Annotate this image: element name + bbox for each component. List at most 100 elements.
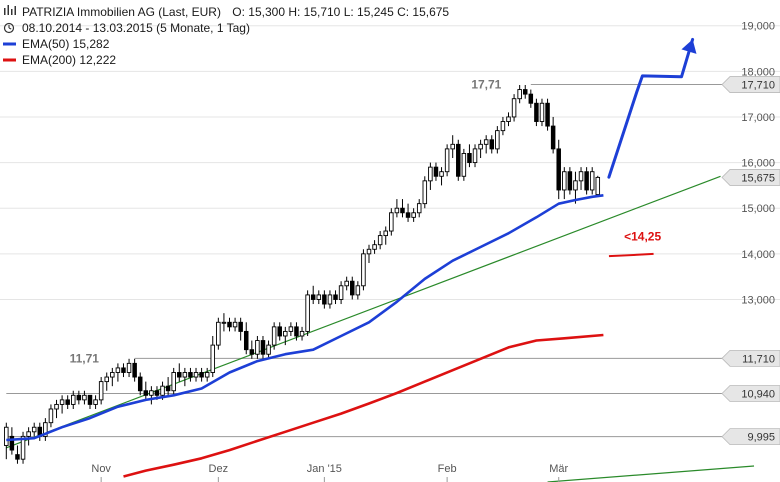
- bar-chart-icon: [4, 5, 16, 15]
- candle: [472, 144, 478, 168]
- candle: [26, 427, 31, 446]
- candle-body: [171, 372, 176, 392]
- candle-body: [422, 180, 428, 205]
- candle: [255, 335, 260, 359]
- candle-body: [26, 431, 31, 437]
- candle-body: [573, 180, 578, 191]
- price-tag-label: 11,710: [742, 353, 775, 365]
- candle-body: [76, 394, 82, 401]
- candle-body: [562, 171, 567, 191]
- price-tag: 15,675: [721, 169, 780, 186]
- candle-body: [104, 376, 109, 383]
- candle-body: [361, 253, 366, 287]
- candle: [59, 395, 65, 414]
- candle-body: [333, 294, 338, 300]
- candle: [573, 171, 578, 204]
- chart-title-line: PATRIZIA Immobilien AG (Last, EUR) O: 15…: [22, 5, 449, 19]
- clock-icon: [3, 22, 15, 34]
- candle-body: [227, 321, 232, 328]
- x-tick-label: Jan '15: [307, 463, 342, 475]
- candle-body: [204, 372, 210, 378]
- candle: [238, 317, 243, 341]
- trendline-lower: [547, 465, 755, 482]
- candle-body: [277, 326, 282, 337]
- candle-body: [210, 344, 216, 373]
- ohlc-values: O: 15,300 H: 15,710 L: 15,245 C: 15,675: [232, 5, 449, 19]
- candle: [271, 322, 277, 350]
- candle: [305, 290, 310, 336]
- y-tick-label: 13,000: [741, 294, 775, 306]
- candle: [294, 322, 299, 341]
- price-tag-label: 10,940: [741, 388, 775, 400]
- price-tag: 10,940: [721, 385, 780, 402]
- projection-arrowhead: [681, 39, 697, 54]
- candle-body: [115, 367, 121, 373]
- candle-body: [338, 285, 344, 300]
- candle-body: [383, 230, 388, 237]
- candle: [232, 317, 238, 332]
- candle-body: [216, 321, 221, 346]
- candle-body: [517, 89, 522, 100]
- candle: [450, 135, 455, 159]
- candle-body: [545, 102, 550, 127]
- candle-body: [589, 171, 595, 191]
- trendlines: [6, 175, 755, 482]
- candle: [43, 418, 48, 441]
- candlestick-series: [4, 85, 601, 464]
- candle-body: [165, 385, 171, 392]
- candle: [210, 335, 216, 378]
- candle-body: [456, 143, 461, 177]
- candle-body: [255, 340, 260, 355]
- candle: [567, 167, 573, 195]
- candle-body: [283, 330, 288, 337]
- candle-body: [137, 376, 143, 392]
- candle: [115, 363, 121, 382]
- candle: [193, 367, 199, 382]
- candle-body: [316, 294, 322, 300]
- candle: [243, 322, 249, 355]
- candle-body: [143, 390, 149, 396]
- candle: [37, 422, 43, 441]
- candle: [372, 240, 377, 254]
- candle: [495, 126, 500, 154]
- annotations: 17,71 11,71 <14,25: [70, 78, 662, 366]
- candle: [260, 335, 266, 359]
- candle: [165, 377, 171, 396]
- candle-body: [495, 130, 500, 150]
- candle: [227, 317, 232, 332]
- candle-body: [294, 326, 299, 337]
- candle-body: [199, 372, 204, 378]
- price-tag-box: [721, 385, 780, 402]
- price-tags: 17,710 15,675 11,710 10,940 9,995: [721, 76, 780, 445]
- candle-body: [260, 340, 266, 355]
- candle-body: [411, 212, 416, 218]
- candle-body: [82, 394, 87, 401]
- peak-level-label: 17,71: [471, 78, 501, 92]
- candle: [171, 367, 176, 396]
- candle-body: [372, 244, 377, 250]
- candle: [389, 208, 394, 236]
- candle-body: [489, 139, 495, 150]
- candle-body: [550, 125, 556, 150]
- candle: [534, 98, 539, 127]
- candle: [283, 326, 288, 346]
- candle-body: [288, 326, 294, 332]
- candle-body: [394, 207, 400, 214]
- candle-body: [160, 385, 165, 396]
- ema200-series: [123, 333, 604, 478]
- candle: [48, 404, 54, 428]
- candle: [98, 377, 104, 405]
- candle: [444, 144, 450, 177]
- candle: [87, 394, 93, 409]
- horizontal-levels: [6, 84, 780, 438]
- candle: [20, 431, 26, 464]
- candle: [76, 390, 82, 405]
- candle-body: [48, 408, 54, 424]
- candle: [428, 162, 433, 190]
- candle-body: [154, 390, 160, 396]
- candle-body: [4, 426, 9, 446]
- candle-body: [249, 349, 255, 355]
- candle-body: [444, 148, 450, 173]
- candle-body: [405, 212, 411, 218]
- candle-body: [54, 403, 59, 410]
